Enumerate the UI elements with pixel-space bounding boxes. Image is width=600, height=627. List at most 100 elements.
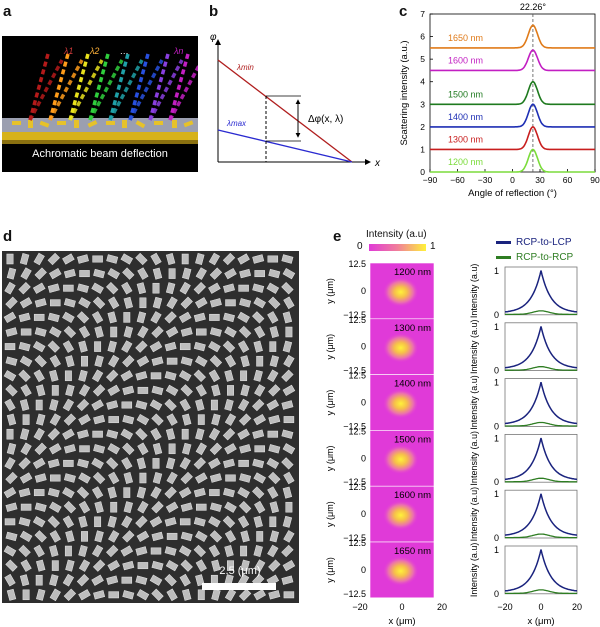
nanoantenna: [224, 443, 237, 455]
nanoantenna: [4, 343, 16, 351]
nanoantenna: [20, 328, 32, 336]
nanoantenna: [123, 501, 133, 514]
deflected-beam: [108, 59, 144, 121]
nanoantenna: [135, 428, 148, 441]
y-tick-label: 7: [420, 9, 425, 19]
nanoantenna: [193, 457, 206, 470]
nanoantenna: [121, 515, 133, 529]
nanoantenna: [193, 487, 206, 498]
nanoantenna: [195, 574, 205, 587]
nanoantenna: [93, 444, 106, 454]
nanoantenna: [65, 384, 75, 397]
nanoantenna: [122, 442, 135, 455]
nanoantenna: [107, 340, 117, 353]
nanoantenna: [197, 414, 205, 425]
nanoantenna: [224, 413, 237, 426]
nanoantenna: [65, 530, 75, 543]
nanoantenna: [282, 311, 293, 324]
nanoantenna: [120, 370, 134, 382]
nanoantenna: [211, 413, 221, 426]
nanoantenna: [79, 445, 90, 453]
nanoantenna: [49, 588, 61, 602]
nanoantenna: [179, 281, 191, 295]
nanoantenna: [110, 326, 118, 338]
series-line: [430, 126, 595, 151]
nanoantenna: [19, 428, 30, 441]
nanoantenna: [180, 384, 193, 397]
nanoantenna: [76, 486, 90, 499]
nanoantenna: [5, 559, 18, 572]
nanoantenna: [81, 531, 88, 542]
profile-x-axis-label: x (μm): [527, 616, 554, 627]
nanoantenna: [62, 573, 75, 587]
nanoantenna: [268, 414, 281, 425]
nanoantenna: [120, 253, 134, 265]
profile-y-tick-label: 1: [494, 433, 499, 443]
nanoantenna: [120, 545, 134, 557]
nanoantenna: [91, 282, 104, 294]
nanoantenna: [237, 398, 250, 412]
nanoantenna: [164, 398, 177, 412]
nanoantenna: [123, 472, 133, 484]
nanoantenna: [93, 414, 106, 425]
nanoantenna: [78, 325, 91, 339]
nanoantenna: [256, 531, 264, 542]
nanoantenna: [240, 559, 250, 572]
nanoantenna: [209, 355, 223, 368]
profile-rcp-line: [505, 366, 577, 371]
nanoantenna: [282, 486, 293, 499]
nanoantenna: [197, 589, 205, 601]
nanoantenna: [283, 354, 295, 368]
nanoantenna: [180, 559, 193, 572]
nanoantenna: [238, 413, 252, 426]
nanoantenna: [78, 297, 91, 309]
deflected-beam: [48, 59, 84, 121]
nanoantenna: [5, 327, 18, 337]
profile-y-tick-label: 1: [494, 322, 499, 332]
map-y-axis-label: y (μm): [325, 557, 335, 583]
nanoantenna: [195, 384, 207, 397]
nanoantenna: [209, 298, 222, 308]
nanoantenna: [36, 588, 46, 601]
nanoantenna: [34, 442, 47, 455]
deflected-beam: [168, 59, 204, 121]
nanoantenna: [78, 472, 91, 484]
nanoantenna: [62, 253, 75, 265]
nanoantenna: [209, 502, 222, 512]
profile-frame: [504, 489, 578, 539]
profile-frame: [504, 266, 578, 316]
y-tick-label: 2: [420, 122, 425, 132]
nanoantenna: [4, 518, 16, 526]
nanoantenna: [227, 560, 234, 571]
nanoantenna: [135, 252, 148, 266]
nanoantenna: [63, 413, 77, 426]
nanoantenna: [32, 282, 46, 294]
nanoantenna: [195, 399, 205, 411]
beam-label: …: [120, 46, 129, 56]
map-y-tick-label: 0: [361, 565, 366, 575]
nanoantenna: [76, 398, 90, 412]
profile-y-tick-label: 0: [494, 366, 499, 376]
nanoantenna: [193, 341, 206, 352]
nanoantenna: [224, 501, 237, 513]
nanoantenna: [151, 356, 164, 366]
series-label: 1500 nm: [448, 90, 483, 100]
nanoantenna: [267, 311, 279, 324]
nanoantenna: [78, 559, 91, 572]
profile-y-tick-label: 0: [494, 310, 499, 320]
nanoantenna: [94, 501, 104, 514]
profile-y-tick-label: 1: [494, 378, 499, 388]
nanoantenna: [152, 267, 163, 280]
nanoantenna: [137, 267, 149, 280]
nanoantenna: [269, 355, 279, 368]
map-x-tick-label: 20: [437, 602, 447, 612]
nanoantenna: [208, 340, 221, 353]
scattering-chart: −90 −60 −30 0 30 60 90 0 1 2 3 4 5 6 7 Angle of reflect…: [399, 2, 600, 199]
nanoantenna: [78, 500, 91, 514]
colorbar: [369, 244, 426, 251]
nanoantenna: [6, 413, 17, 426]
nanoantenna: [5, 296, 18, 309]
nanoantenna: [108, 296, 120, 310]
nanoantenna: [123, 312, 131, 323]
nanoantenna: [195, 442, 207, 456]
